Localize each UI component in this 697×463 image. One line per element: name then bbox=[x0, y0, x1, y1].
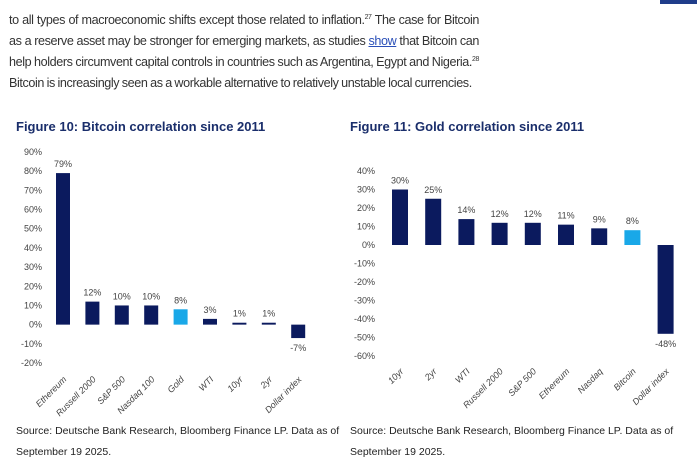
y-tick-label: -50% bbox=[354, 333, 375, 343]
bar-ethereum bbox=[56, 173, 70, 325]
x-category-label: 2yr bbox=[258, 374, 275, 391]
bar-10yr bbox=[392, 189, 408, 245]
y-tick-label: -20% bbox=[21, 358, 42, 368]
data-label: 12% bbox=[83, 288, 101, 298]
bar-10yr bbox=[232, 322, 247, 325]
data-label: 10% bbox=[113, 291, 131, 301]
data-label: 12% bbox=[524, 209, 542, 219]
data-label: 8% bbox=[626, 216, 639, 226]
y-tick-label: 40% bbox=[24, 243, 42, 253]
y-tick-label: 0% bbox=[29, 320, 42, 330]
y-tick-label: -30% bbox=[354, 296, 375, 306]
x-category-label: 2yr bbox=[422, 366, 439, 383]
data-label: 9% bbox=[593, 214, 606, 224]
bar-wti bbox=[458, 219, 475, 245]
x-category-label: 10yr bbox=[386, 366, 406, 386]
y-tick-label: 30% bbox=[24, 262, 42, 272]
data-label: 3% bbox=[203, 305, 216, 315]
bar-dollar-index bbox=[657, 245, 674, 334]
y-tick-label: 40% bbox=[357, 166, 375, 176]
y-tick-label: 30% bbox=[357, 185, 375, 195]
bar-nasdaq-100 bbox=[144, 305, 159, 325]
text: Bitcoin is increasingly seen as a workab… bbox=[9, 76, 472, 90]
bar-2yr bbox=[425, 198, 442, 245]
x-category-label: Gold bbox=[165, 374, 186, 395]
y-tick-label: 20% bbox=[357, 203, 375, 213]
footnote-28[interactable]: 28 bbox=[472, 55, 479, 63]
bar-dollar-index bbox=[291, 324, 306, 339]
data-label: 11% bbox=[557, 211, 574, 221]
data-label: 25% bbox=[424, 185, 442, 195]
text: The case for Bitcoin as a reserve asset … bbox=[9, 13, 479, 48]
x-category-label: 10yr bbox=[225, 374, 245, 394]
data-label: 14% bbox=[457, 205, 475, 215]
show-link[interactable]: show bbox=[368, 34, 397, 48]
bar-russell-2000 bbox=[85, 301, 100, 325]
footnote-27[interactable]: 27 bbox=[364, 13, 372, 21]
data-label: 1% bbox=[233, 309, 246, 319]
y-tick-label: 20% bbox=[24, 281, 42, 291]
bar-bitcoin bbox=[624, 230, 641, 245]
figure-10-source: Source: Deutsche Bank Research, Bloomber… bbox=[16, 425, 340, 458]
text: that Bitcoin can help holders circumvent… bbox=[9, 34, 480, 69]
figure-11-source: Source: Deutsche Bank Research, Bloomber… bbox=[350, 425, 674, 458]
data-label: -48% bbox=[655, 339, 676, 349]
x-category-label: Ethereum bbox=[537, 366, 572, 401]
y-tick-label: 50% bbox=[24, 224, 42, 234]
bar-ethereum bbox=[558, 224, 574, 245]
y-tick-label: 90% bbox=[24, 147, 42, 157]
x-category-label: Bitcoin bbox=[612, 366, 638, 392]
x-category-label: WTI bbox=[197, 374, 216, 393]
page-corner-marker bbox=[660, 0, 697, 4]
data-label: 1% bbox=[262, 309, 275, 319]
figure-10-title: Figure 10: Bitcoin correlation since 201… bbox=[16, 119, 266, 134]
x-category-label: Nasdaq bbox=[576, 366, 605, 395]
bar-s-p-500 bbox=[524, 222, 541, 245]
figure-11-title: Figure 11: Gold correlation since 2011 bbox=[350, 119, 585, 134]
y-tick-label: -60% bbox=[354, 351, 375, 361]
text: to all types of macroeconomic shifts exc… bbox=[9, 13, 365, 27]
body-paragraph: to all types of macroeconomic shifts exc… bbox=[9, 10, 479, 94]
y-tick-label: 60% bbox=[24, 205, 42, 215]
y-tick-label: 70% bbox=[24, 185, 42, 195]
bar-russell-2000 bbox=[491, 222, 508, 245]
data-label: 10% bbox=[142, 291, 160, 301]
y-tick-label: -10% bbox=[354, 259, 375, 269]
x-category-label: S&P 500 bbox=[506, 366, 538, 398]
bar-nasdaq bbox=[591, 228, 608, 245]
bar-2yr bbox=[261, 322, 276, 325]
data-label: 12% bbox=[491, 209, 509, 219]
y-tick-label: 10% bbox=[357, 222, 375, 232]
y-tick-label: 0% bbox=[362, 240, 375, 250]
data-label: 79% bbox=[54, 159, 72, 169]
bar-wti bbox=[203, 318, 217, 325]
x-category-label: WTI bbox=[453, 366, 472, 385]
data-label: -7% bbox=[290, 343, 306, 353]
y-tick-label: -10% bbox=[21, 339, 42, 349]
y-tick-label: 10% bbox=[24, 300, 42, 310]
y-tick-label: -40% bbox=[354, 314, 375, 324]
data-label: 30% bbox=[391, 176, 409, 186]
bar-s-p-500 bbox=[114, 305, 129, 325]
bar-gold bbox=[173, 309, 188, 325]
y-tick-label: 80% bbox=[24, 166, 42, 176]
data-label: 8% bbox=[174, 295, 187, 305]
y-tick-label: -20% bbox=[354, 277, 375, 287]
